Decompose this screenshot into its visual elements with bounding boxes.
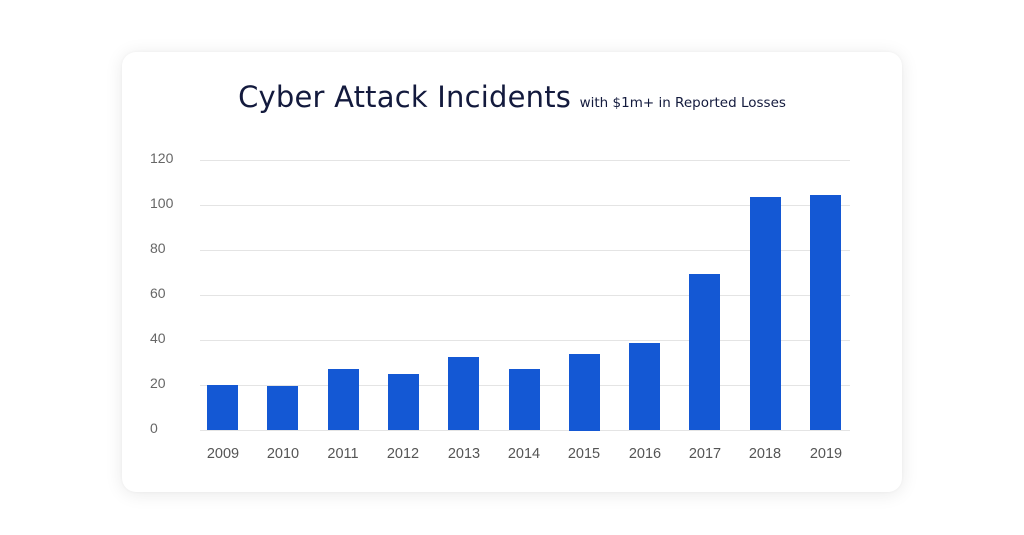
bar-2012 — [388, 374, 419, 430]
x-axis-tick-label: 2012 — [386, 446, 420, 462]
bar-2016 — [629, 343, 660, 430]
gridline — [200, 205, 850, 206]
x-axis-tick-label: 2010 — [266, 446, 300, 462]
chart-subtitle: with $1m+ in Reported Losses — [579, 95, 786, 111]
y-axis-tick-label: 100 — [150, 195, 174, 211]
bar-2013 — [448, 357, 479, 430]
y-axis-tick-label: 20 — [150, 375, 166, 391]
y-axis-tick-label: 60 — [150, 285, 166, 301]
bar-2014 — [509, 369, 540, 430]
bar-2015 — [569, 354, 600, 431]
chart-title: Cyber Attack Incidents with $1m+ in Repo… — [0, 80, 1024, 114]
chart-title-main: Cyber Attack Incidents — [238, 80, 572, 114]
bar-2017 — [689, 274, 720, 430]
y-axis-tick-label: 80 — [150, 240, 166, 256]
y-axis-tick-label: 120 — [150, 150, 174, 166]
gridline — [200, 340, 850, 341]
y-axis-tick-label: 0 — [150, 420, 158, 436]
x-axis-tick-label: 2019 — [809, 446, 843, 462]
x-axis-tick-label: 2011 — [327, 446, 359, 462]
x-axis-tick-label: 2015 — [567, 446, 601, 462]
x-axis-tick-label: 2018 — [748, 446, 782, 462]
bar-2009 — [207, 385, 238, 430]
bar-2010 — [267, 386, 298, 430]
x-axis-tick-label: 2014 — [507, 446, 541, 462]
y-axis-tick-label: 40 — [150, 330, 166, 346]
x-axis-tick-label: 2009 — [206, 446, 240, 462]
x-axis-tick-label: 2017 — [688, 446, 722, 462]
gridline — [200, 250, 850, 251]
gridline — [200, 430, 850, 431]
gridline — [200, 160, 850, 161]
gridline — [200, 295, 850, 296]
bar-2018 — [750, 197, 781, 430]
x-axis-tick-label: 2016 — [628, 446, 662, 462]
x-axis-tick-label: 2013 — [447, 446, 481, 462]
bar-2011 — [328, 369, 359, 430]
bar-2019 — [810, 195, 841, 430]
